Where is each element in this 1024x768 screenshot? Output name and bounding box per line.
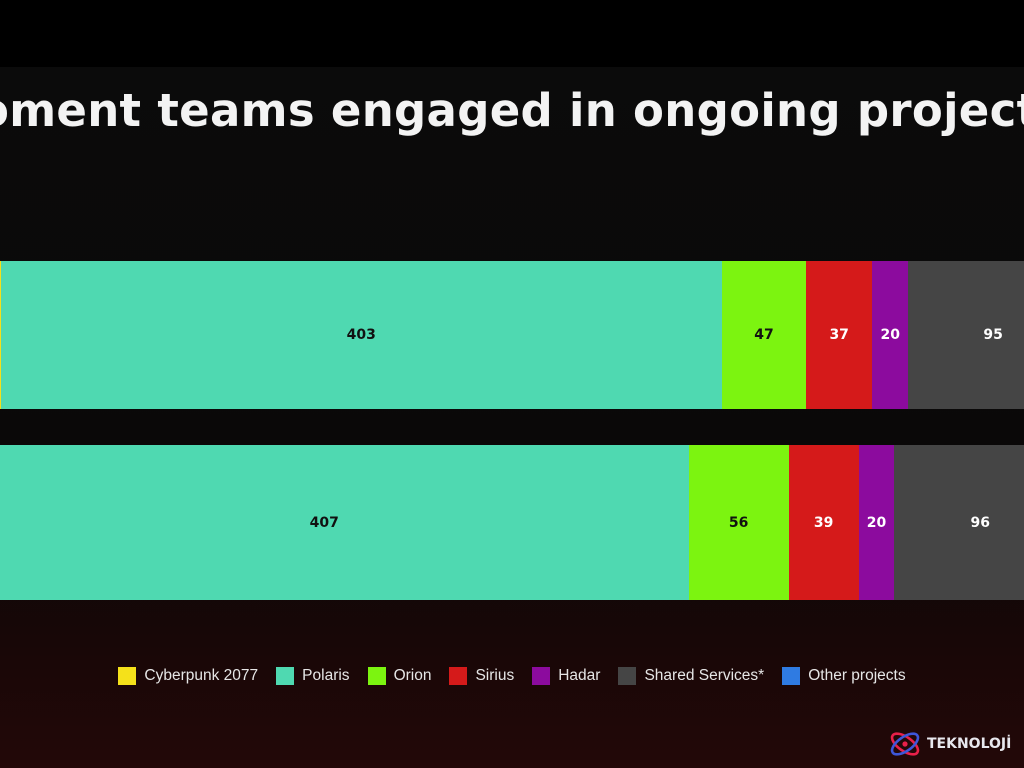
bar-segment: 56 — [688, 445, 789, 600]
data-label: 47 — [754, 327, 774, 343]
legend-label: Hadar — [558, 667, 601, 684]
legend-label: Polaris — [302, 667, 350, 684]
legend-label: Shared Services* — [644, 667, 765, 684]
legend-swatch — [618, 667, 637, 685]
data-label: 39 — [813, 514, 834, 531]
data-label: 20 — [866, 514, 887, 531]
data-label: 56 — [728, 514, 749, 531]
legend-item: Shared Services* — [618, 667, 764, 685]
legend-item: Cyberpunk 2077 — [118, 667, 258, 685]
legend: Cyberpunk 2077 Polaris Orion Sirius Hadar Sha… — [0, 664, 1024, 688]
legend-label: Sirius — [475, 667, 515, 684]
bar-segment: 47 — [721, 261, 807, 409]
legend-label: Other projects — [808, 667, 906, 684]
legend-item: Other projects — [782, 667, 906, 685]
data-label: 407 — [309, 514, 339, 531]
atom-icon — [890, 732, 920, 756]
bar-segment: 407 — [0, 445, 689, 600]
slide-background — [0, 67, 1024, 768]
data-label: 95 — [983, 327, 1003, 343]
bar-segment: 95 — [908, 261, 1024, 409]
legend-swatch — [449, 667, 468, 685]
legend-swatch — [118, 667, 137, 685]
bar-segment: 39 — [788, 445, 859, 600]
logo-text: TEKNOLOJİ — [927, 736, 1012, 752]
bar-segment — [0, 261, 1, 409]
legend-item: Hadar — [532, 667, 600, 685]
top-black-band — [0, 0, 1024, 67]
legend-item: Polaris — [276, 667, 350, 685]
bar-segment: 96 — [894, 445, 1024, 600]
chart-title: oment teams engaged in ongoing projects — [0, 84, 1024, 137]
legend-swatch — [782, 667, 801, 685]
legend-item: Sirius — [449, 667, 514, 685]
legend-item: Orion — [367, 667, 432, 685]
legend-swatch — [532, 667, 551, 685]
bar-segment: 20 — [858, 445, 895, 600]
data-label: 403 — [346, 327, 376, 343]
legend-swatch — [367, 667, 386, 685]
legend-swatch — [276, 667, 295, 685]
site-logo: TEKNOLOJİ — [888, 726, 1011, 762]
data-label: 96 — [970, 514, 991, 531]
bar-segment: 20 — [872, 261, 909, 409]
bar-segment: 403 — [0, 261, 722, 409]
data-label: 37 — [829, 327, 849, 343]
data-label: 20 — [880, 327, 900, 343]
legend-label: Cyberpunk 2077 — [144, 667, 259, 684]
legend-label: Orion — [393, 667, 432, 684]
bar-segment: 37 — [806, 261, 873, 409]
